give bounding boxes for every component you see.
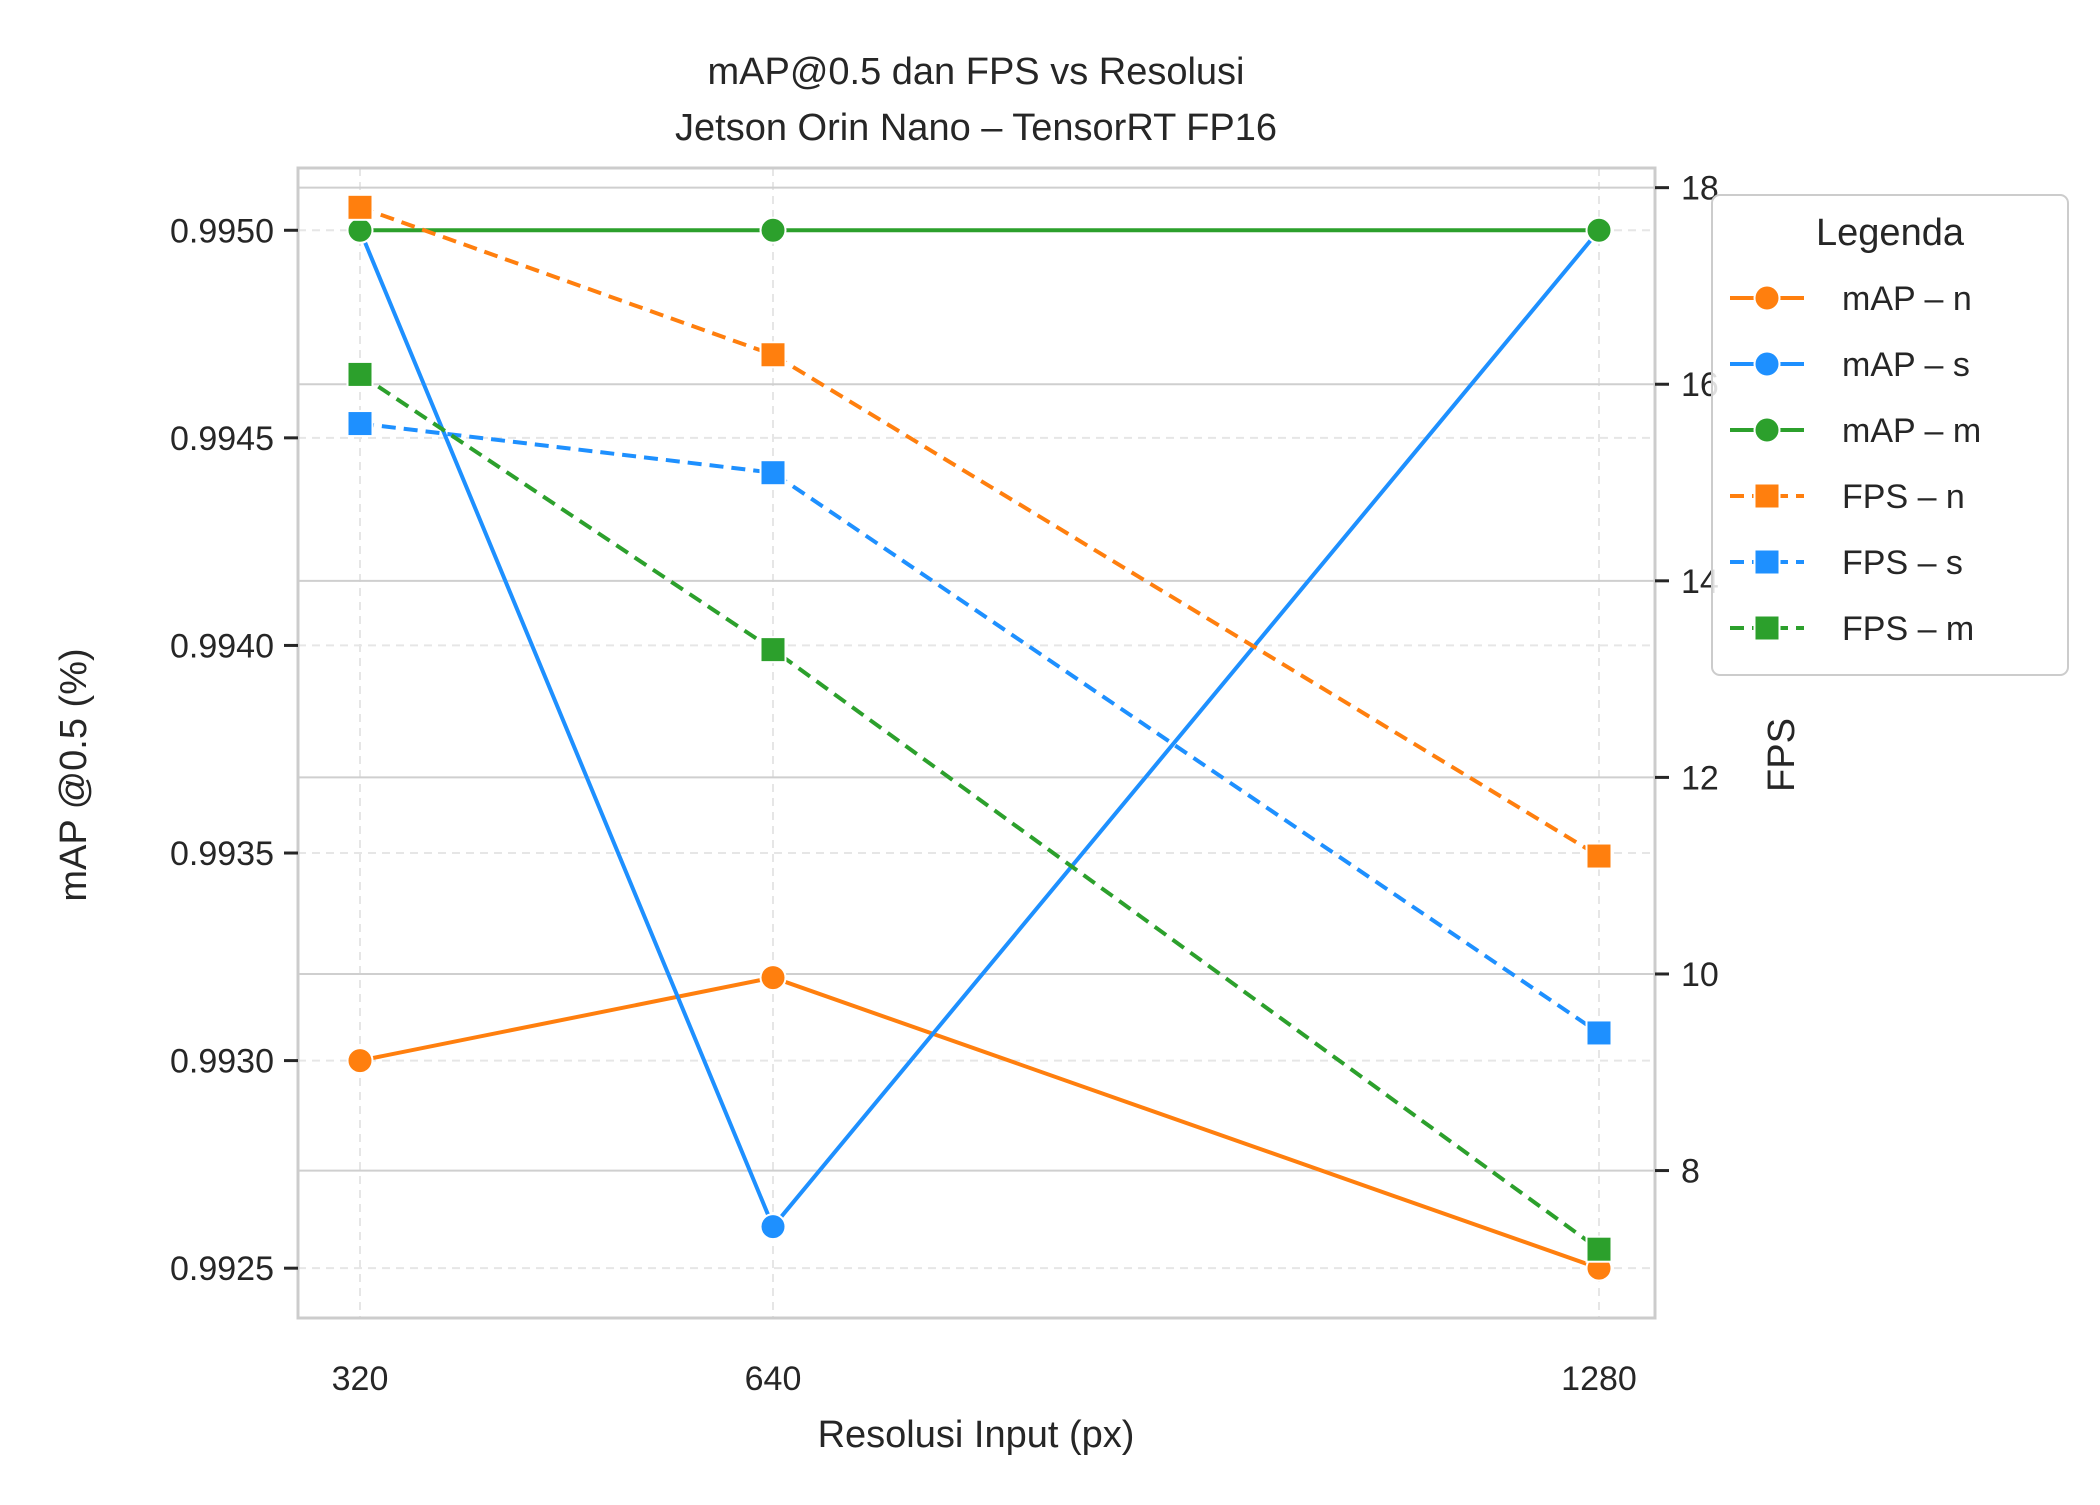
data-point-map-m	[346, 216, 374, 244]
y-tick-label-right: 10	[1681, 956, 1719, 994]
data-point-map-m	[1585, 216, 1613, 244]
y-tick-label-left: 0.9925	[170, 1250, 274, 1288]
data-point-fps-n	[346, 193, 374, 221]
legend-marker-map-n	[1753, 284, 1781, 312]
data-point-fps-m	[759, 636, 787, 664]
chart-title: mAP@0.5 dan FPS vs Resolusi	[707, 51, 1244, 93]
y-tick-label-right: 8	[1681, 1153, 1700, 1191]
legend-label-map-m: mAP – m	[1842, 412, 1981, 450]
y-tick-label-left: 0.9930	[170, 1043, 274, 1081]
series-line-fps-n	[359, 205, 1601, 858]
chart-subtitle: Jetson Orin Nano – TensorRT FP16	[675, 107, 1277, 149]
legend-marker-map-m	[1753, 416, 1781, 444]
series-layer	[346, 193, 1613, 1282]
legend-marker-fps-n	[1753, 482, 1781, 510]
legend-label-fps-m: FPS – m	[1842, 610, 1974, 648]
data-point-map-n	[346, 1047, 374, 1075]
x-tick-label: 640	[745, 1360, 802, 1398]
legend-label-map-n: mAP – n	[1842, 280, 1972, 318]
legend-label-map-s: mAP – s	[1842, 346, 1970, 384]
data-point-fps-n	[1585, 842, 1613, 870]
legend-label-fps-s: FPS – s	[1842, 544, 1963, 582]
y-tick-label-left: 0.9950	[170, 212, 274, 250]
legend-marker-fps-s	[1753, 548, 1781, 576]
x-tick-label: 320	[332, 1360, 389, 1398]
x-axis-label: Resolusi Input (px)	[818, 1414, 1135, 1456]
data-point-fps-s	[346, 410, 374, 438]
y-axis-label-left: mAP @0.5 (%)	[53, 648, 95, 901]
y-tick-label-left: 0.9935	[170, 835, 274, 873]
legend: Legenda mAP – n mAP – s mAP – m FPS – n FPS …	[1711, 194, 2069, 676]
legend-entries: mAP – n mAP – s mAP – m FPS – n FPS – s FPS –…	[1730, 280, 1981, 648]
data-point-fps-s	[1585, 1019, 1613, 1047]
plot-frame	[296, 166, 1657, 1320]
legend-marker-map-s	[1753, 350, 1781, 378]
data-point-fps-m	[1585, 1235, 1613, 1263]
data-point-map-s	[759, 1213, 787, 1241]
x-tick-label: 1280	[1561, 1360, 1637, 1398]
data-point-fps-n	[759, 341, 787, 369]
legend-marker-fps-m	[1753, 614, 1781, 642]
grid-layer	[298, 168, 1655, 1318]
legend-label-fps-n: FPS – n	[1842, 478, 1965, 516]
y-tick-label-left: 0.9940	[170, 627, 274, 665]
data-point-fps-s	[759, 459, 787, 487]
data-point-map-m	[759, 216, 787, 244]
y-tick-label-right: 12	[1681, 759, 1719, 797]
data-point-fps-m	[346, 360, 374, 388]
legend-frame	[1711, 194, 2069, 676]
axes-layer: 320 640 1280 0.9925 0.9930 0.9935 0.9940 0.9945…	[170, 166, 1719, 1398]
y-tick-label-left: 0.9945	[170, 420, 274, 458]
legend-title: Legenda	[1816, 212, 1965, 254]
series-line-fps-s	[359, 421, 1601, 1035]
y-axis-label-right: FPS	[1761, 718, 1803, 792]
data-point-map-n	[759, 964, 787, 992]
